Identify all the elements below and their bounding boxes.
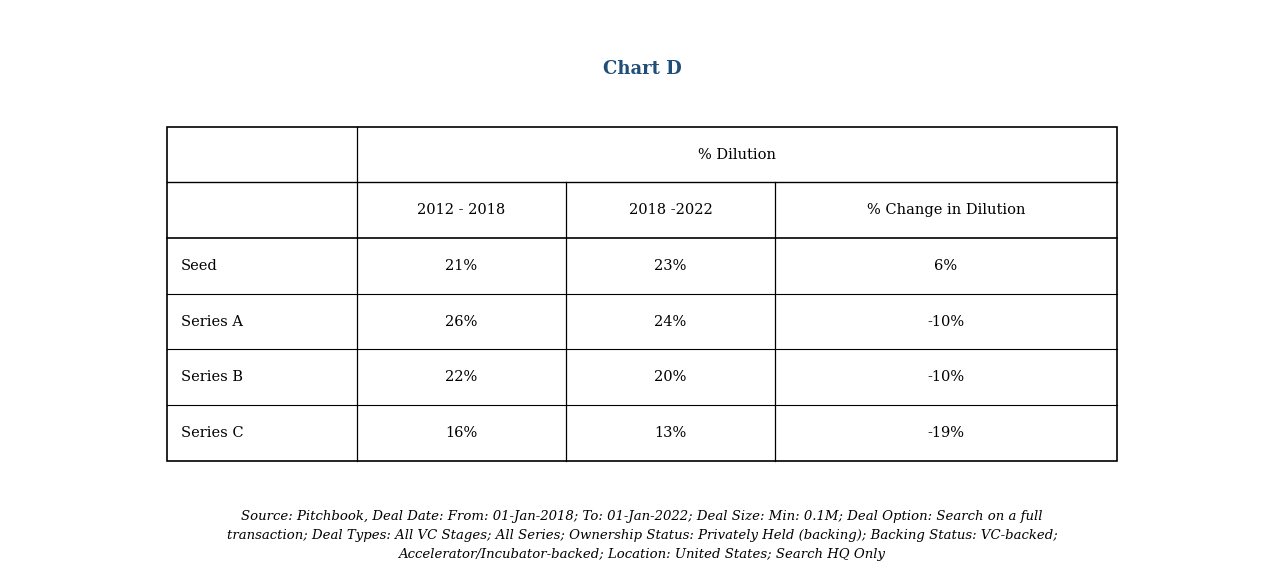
Text: Source: Pitchbook, Deal Date: From: 01-Jan-2018; To: 01-Jan-2022; Deal Size: Min: Source: Pitchbook, Deal Date: From: 01-J… [226,510,1058,561]
Text: Chart D: Chart D [602,60,682,78]
Text: Series A: Series A [181,314,243,328]
Text: 26%: 26% [446,314,478,328]
Text: 24%: 24% [655,314,687,328]
Text: % Change in Dilution: % Change in Dilution [867,203,1026,217]
Text: 16%: 16% [446,426,478,440]
Text: 22%: 22% [446,370,478,384]
Text: 13%: 13% [655,426,687,440]
Text: Series C: Series C [181,426,244,440]
Text: 21%: 21% [446,259,478,273]
Text: -19%: -19% [927,426,964,440]
Text: 23%: 23% [655,259,687,273]
Text: 6%: 6% [935,259,958,273]
Text: -10%: -10% [927,370,964,384]
Text: 2018 -2022: 2018 -2022 [629,203,713,217]
Text: 20%: 20% [655,370,687,384]
Text: -10%: -10% [927,314,964,328]
Text: % Dilution: % Dilution [698,147,776,161]
Text: Series B: Series B [181,370,243,384]
Text: Seed: Seed [181,259,218,273]
Text: 2012 - 2018: 2012 - 2018 [417,203,506,217]
